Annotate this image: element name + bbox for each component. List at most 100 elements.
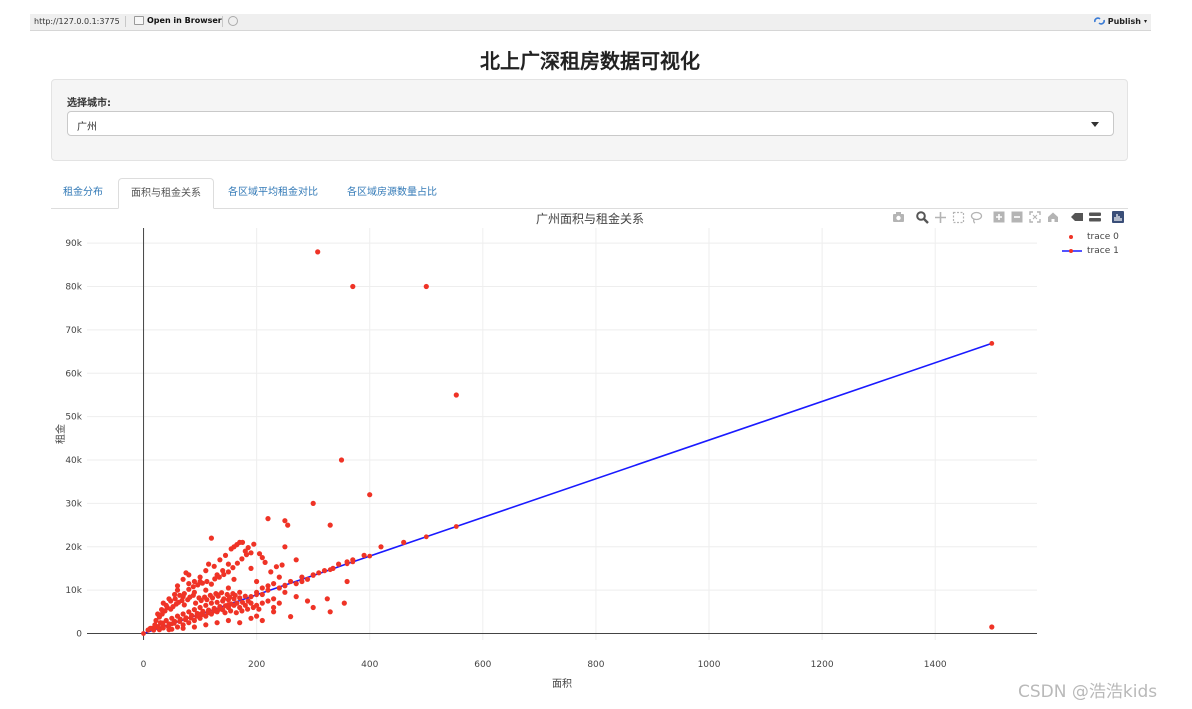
trace-0-point[interactable] [168, 598, 174, 604]
trace-0-point[interactable] [279, 562, 285, 568]
trace-0-point[interactable] [304, 576, 311, 582]
trace-0-point[interactable] [293, 581, 299, 587]
trace-0-point[interactable] [231, 602, 237, 608]
trace-1-point[interactable] [367, 553, 373, 559]
trace-0-point[interactable] [174, 587, 181, 593]
trace-0-point[interactable] [181, 591, 187, 597]
refresh-icon[interactable] [228, 16, 238, 26]
trace-0-point[interactable] [989, 624, 995, 630]
trace-0-point[interactable] [145, 627, 151, 633]
trace-0-point[interactable] [186, 581, 192, 587]
trace-0-point[interactable] [220, 568, 226, 574]
trace-1-point[interactable] [350, 559, 356, 565]
trace-0-point[interactable] [265, 587, 271, 593]
trace-0-point[interactable] [152, 624, 158, 630]
trace-0-point[interactable] [259, 591, 265, 598]
trace-0-point[interactable] [225, 561, 231, 567]
trace-0-point[interactable] [336, 561, 342, 567]
tab-district-listing-share[interactable]: 各区域房源数量占比 [347, 187, 437, 198]
trace-0-point[interactable] [299, 578, 305, 585]
trace-0-point[interactable] [245, 606, 251, 612]
trace-0-point[interactable] [324, 596, 330, 602]
trace-0-point[interactable] [180, 576, 186, 582]
tab-rent-distribution[interactable]: 租金分布 [63, 187, 103, 198]
tab-district-average-rent[interactable]: 各区域平均租金对比 [228, 187, 318, 198]
trace-0-point[interactable] [245, 545, 251, 551]
trace-0-point[interactable] [288, 578, 294, 585]
trace-1-point[interactable] [141, 631, 146, 636]
trace-0-point[interactable] [204, 597, 210, 603]
trace-0-point[interactable] [225, 585, 231, 591]
trace-0-point[interactable] [271, 609, 277, 615]
trace-0-point[interactable] [256, 551, 263, 557]
trace-0-point[interactable] [265, 598, 271, 604]
trace-0-point[interactable] [190, 592, 196, 598]
trace-0-point[interactable] [248, 550, 254, 556]
trace-0-point[interactable] [231, 576, 237, 582]
trace-0-point[interactable] [225, 569, 231, 575]
trace-0-point[interactable] [316, 570, 322, 576]
open-in-browser-button[interactable]: Open in Browser [134, 16, 222, 25]
zoom-icon[interactable] [916, 211, 929, 224]
trace-0-point[interactable] [203, 568, 209, 574]
pan-icon[interactable] [934, 211, 947, 224]
trace-0-point[interactable] [242, 593, 248, 599]
trace-0-point[interactable] [243, 552, 250, 558]
trace-0-point[interactable] [221, 571, 227, 578]
trace-0-point[interactable] [239, 539, 246, 546]
trace-0-point[interactable] [174, 583, 181, 589]
trace-1-point[interactable] [423, 534, 429, 540]
trace-0-point[interactable] [299, 574, 305, 580]
trace-1-point[interactable] [226, 602, 231, 607]
trace-0-point[interactable] [208, 535, 214, 541]
trace-0-point[interactable] [234, 560, 240, 566]
trace-0-point[interactable] [265, 516, 271, 522]
trace-0-point[interactable] [199, 580, 205, 586]
trace-0-point[interactable] [315, 249, 321, 255]
trace-0-point[interactable] [204, 578, 210, 585]
publish-button[interactable]: Publish ▾ [1093, 16, 1147, 26]
trace-0-point[interactable] [232, 592, 238, 598]
autoscale-icon[interactable] [1029, 211, 1041, 223]
trace-0-point[interactable] [195, 582, 201, 588]
trace-0-point[interactable] [153, 617, 159, 624]
trace-1-point[interactable] [344, 561, 350, 567]
trace-0-point[interactable] [259, 617, 265, 624]
chevron-down-icon[interactable]: ▾ [1143, 17, 1147, 25]
trace-0-point[interactable] [248, 565, 254, 572]
trace-0-point[interactable] [265, 583, 271, 589]
legend-item-trace-1[interactable]: trace 1 [1061, 244, 1141, 258]
trace-0-point[interactable] [212, 576, 218, 582]
trace-0-point[interactable] [190, 584, 196, 590]
trace-0-point[interactable] [338, 457, 345, 463]
trace-0-point[interactable] [228, 608, 234, 614]
trace-0-point[interactable] [341, 600, 347, 606]
trace-0-point[interactable] [186, 620, 192, 626]
trace-0-point[interactable] [230, 565, 236, 571]
trace-0-point[interactable] [205, 610, 211, 616]
trace-0-point[interactable] [251, 541, 257, 547]
trace-0-point[interactable] [350, 283, 356, 290]
trace-1-point[interactable] [327, 567, 333, 573]
tab-area-vs-rent[interactable]: 面积与租金关系 [118, 178, 214, 209]
trace-0-point[interactable] [219, 590, 225, 596]
plotly-logo-icon[interactable] [1112, 211, 1124, 223]
legend-item-trace-0[interactable]: trace 0 [1061, 230, 1141, 244]
trace-0-point[interactable] [188, 615, 194, 621]
trace-0-point[interactable] [237, 620, 243, 626]
trace-0-point[interactable] [163, 602, 169, 608]
trace-0-point[interactable] [177, 592, 183, 598]
trace-0-point[interactable] [282, 544, 288, 550]
trace-0-point[interactable] [215, 593, 221, 599]
trace-0-point[interactable] [208, 581, 214, 587]
trace-0-point[interactable] [198, 597, 204, 604]
trace-0-point[interactable] [401, 539, 407, 546]
trace-0-point[interactable] [156, 627, 162, 633]
trace-0-point[interactable] [180, 625, 186, 631]
trace-0-point[interactable] [344, 578, 350, 585]
trace-0-point[interactable] [193, 600, 199, 606]
trace-0-point[interactable] [191, 578, 197, 585]
trace-0-point[interactable] [234, 542, 240, 548]
trace-0-point[interactable] [256, 606, 262, 612]
trace-1-point[interactable] [453, 524, 459, 529]
